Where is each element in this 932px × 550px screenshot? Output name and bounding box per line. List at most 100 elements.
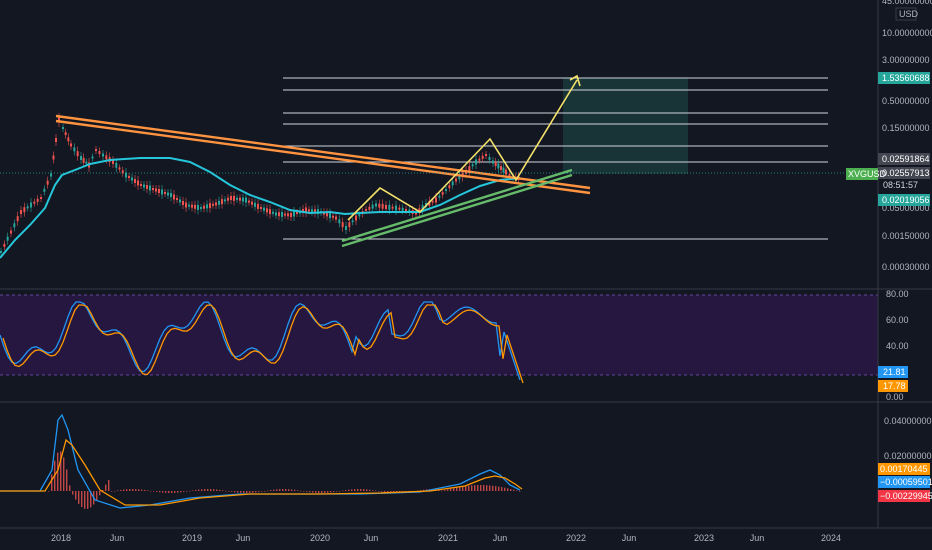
macd-bar — [468, 485, 470, 491]
macd-bar — [357, 489, 359, 491]
candle — [508, 174, 511, 176]
stoch-tick-label: 60.00 — [886, 315, 909, 325]
candle — [128, 176, 130, 178]
candle — [206, 204, 208, 209]
candle — [405, 209, 407, 211]
price-tag-bg — [878, 167, 930, 179]
macd-bar — [192, 490, 194, 492]
candle — [209, 203, 211, 209]
macd-bar — [168, 491, 170, 493]
candle — [326, 212, 328, 217]
candle — [146, 185, 148, 189]
macd-bar — [141, 489, 143, 491]
macd-bar — [339, 491, 341, 492]
candle — [278, 212, 280, 217]
candle — [91, 156, 94, 159]
macd-signal-line — [0, 438, 523, 506]
price-axis-ticks: 45.00000000 10.00000000 3.00000000 0.500000… — [882, 0, 932, 272]
candle — [375, 203, 377, 207]
macd-bar — [276, 489, 278, 491]
projection-zigzag — [347, 79, 578, 221]
macd-bar — [336, 491, 338, 492]
candle — [30, 202, 32, 208]
macd-bar — [273, 489, 275, 491]
candle — [170, 193, 172, 197]
macd-tag-bg — [878, 490, 930, 502]
stoch-tag-bg — [878, 366, 908, 378]
macd-bar — [348, 489, 350, 491]
macd-bar — [246, 491, 248, 493]
candle — [233, 195, 235, 201]
macd-bar — [270, 490, 272, 491]
candle — [70, 143, 72, 147]
candle — [230, 196, 232, 200]
candle — [23, 207, 26, 213]
candle — [485, 154, 487, 156]
macd-bar — [381, 491, 383, 492]
stoch-tag-bg — [878, 380, 908, 392]
macd-bar — [102, 489, 104, 491]
candle — [260, 207, 262, 209]
macd-histogram — [48, 451, 521, 509]
candle — [275, 212, 277, 216]
macd-bar — [342, 490, 344, 492]
macd-bar — [519, 491, 521, 492]
macd-bar — [90, 491, 92, 508]
macd-bar — [483, 485, 485, 491]
macd-bar — [282, 489, 284, 491]
macd-bar — [183, 491, 185, 492]
candle — [80, 156, 82, 160]
candle — [105, 155, 108, 160]
macd-bar — [207, 489, 209, 491]
candle — [236, 197, 238, 200]
candle — [358, 214, 361, 217]
macd-bar — [252, 491, 254, 493]
macd-bar — [195, 489, 197, 491]
macd-bar — [189, 490, 191, 492]
candle — [494, 162, 497, 166]
price-tick-label: 0.00030000 — [882, 262, 930, 272]
macd-bar — [330, 491, 332, 493]
candle — [173, 194, 175, 200]
macd-bar — [480, 485, 482, 491]
candle — [118, 167, 121, 170]
candle — [435, 197, 437, 203]
macd-bar — [447, 489, 449, 491]
time-tick-label: Jun — [750, 533, 765, 543]
macd-bar — [150, 490, 152, 492]
macd-bar — [243, 491, 245, 493]
candle — [381, 203, 384, 209]
candle — [245, 197, 247, 203]
macd-bar — [297, 490, 299, 491]
macd-bar — [486, 485, 488, 491]
macd-bar — [471, 485, 473, 491]
macd-bar — [345, 490, 347, 491]
macd-tick-label: 0.04000000 — [884, 416, 932, 426]
candle — [348, 222, 351, 228]
price-tags: 1.53560688 0.02591864 0.02557913 0.02019056 — [878, 72, 930, 206]
time-tick-label: Jun — [236, 533, 251, 543]
candle — [95, 149, 97, 151]
macd-bar — [441, 490, 443, 492]
candle — [112, 160, 114, 164]
macd-bar — [510, 488, 512, 491]
macd-bar — [288, 489, 290, 491]
macd-bar — [354, 489, 356, 491]
candle — [451, 181, 454, 186]
candle — [218, 200, 220, 205]
candle — [55, 138, 57, 142]
macd-axis-ticks: 0.04000000 0.02000000 — [884, 416, 932, 461]
candle — [131, 177, 133, 181]
stoch-tag-label: 17.78 — [883, 381, 906, 391]
ascending-trendline-b — [341, 173, 573, 248]
stoch-tag-label: 21.81 — [883, 367, 906, 377]
macd-bar — [228, 491, 230, 492]
candle — [500, 166, 502, 170]
macd-bar — [420, 490, 422, 491]
candle — [200, 207, 202, 209]
macd-bar — [180, 491, 182, 493]
candle — [242, 197, 244, 202]
candle — [448, 185, 451, 189]
candle — [164, 192, 166, 194]
macd-bar — [96, 491, 98, 501]
